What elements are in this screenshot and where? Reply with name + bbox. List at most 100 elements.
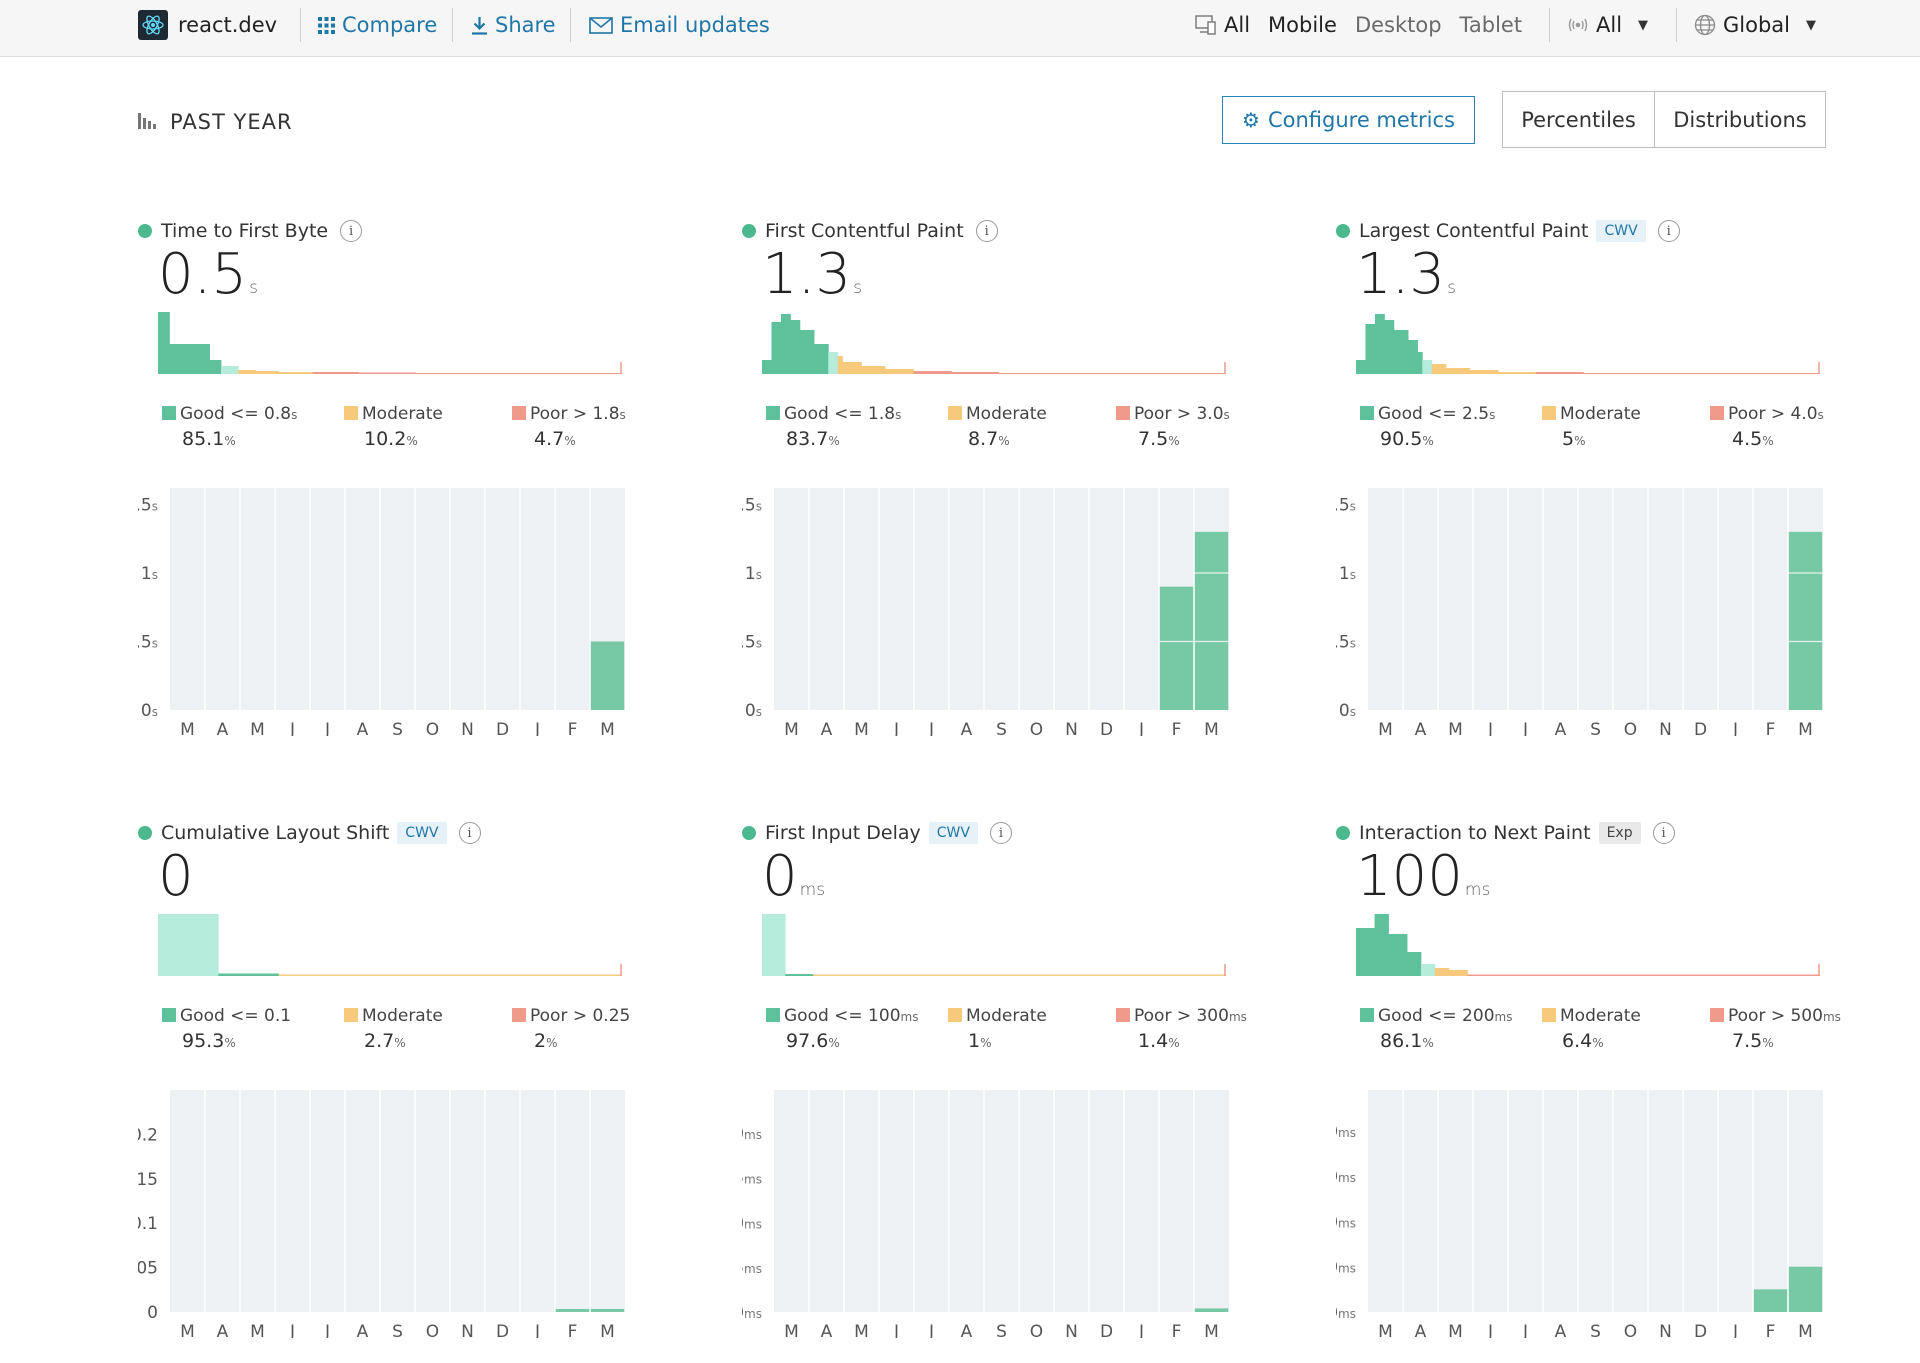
y-tick-label: 200ms xyxy=(1336,1212,1356,1232)
metric-title: First Input Delay xyxy=(765,822,921,844)
x-tick-label: D xyxy=(1100,720,1113,736)
x-tick-label: M xyxy=(784,720,799,736)
x-tick-label: S xyxy=(996,720,1007,736)
poor-unit: s xyxy=(1817,408,1824,422)
x-tick-label: A xyxy=(1415,1322,1427,1338)
x-tick-label: J xyxy=(1138,1322,1144,1338)
legend-moderate: Moderate 2.7% xyxy=(344,1006,443,1052)
site-name: react.dev xyxy=(178,13,278,37)
histogram-bin xyxy=(278,372,314,374)
moderate-percent-value: 8.7 xyxy=(968,428,999,450)
download-icon xyxy=(471,16,488,35)
info-icon[interactable]: i xyxy=(989,822,1012,844)
histogram-bin xyxy=(312,372,359,374)
x-tick-label: M xyxy=(180,1322,195,1338)
x-tick-label: S xyxy=(392,1322,403,1338)
moderate-percent-value: 2.7 xyxy=(364,1030,395,1052)
histogram-bin xyxy=(771,322,782,374)
percentiles-toggle[interactable]: Percentiles xyxy=(1502,91,1655,148)
metric-panel: Interaction to Next Paint Exp i 100 ms Go… xyxy=(1306,820,1920,1363)
moderate-percent-value: 6.4 xyxy=(1562,1030,1593,1052)
device-all[interactable]: All xyxy=(1224,13,1251,37)
device-tablet[interactable]: Tablet xyxy=(1459,13,1523,37)
metric-value: 1.3 s xyxy=(762,242,862,307)
region-dropdown[interactable]: Global ▼ xyxy=(1694,10,1816,40)
info-icon[interactable]: i xyxy=(1657,220,1680,242)
good-percent-value: 90.5 xyxy=(1380,428,1423,450)
moderate-percent: 2.7% xyxy=(364,1030,406,1052)
histogram-bin xyxy=(158,312,170,374)
trend-bar xyxy=(590,1309,625,1312)
x-tick-label: J xyxy=(928,720,934,736)
trend-chart: 1.5s 1s 0.5s 0s M A M J J A S O N D J F M xyxy=(1323,466,1920,740)
status-dot xyxy=(1336,826,1350,840)
info-icon[interactable]: i xyxy=(1652,822,1675,844)
histogram-bin xyxy=(1535,372,1584,374)
device-filter: All Mobile Desktop Tablet xyxy=(1195,10,1522,40)
histogram-bin xyxy=(780,314,791,374)
histogram-bin xyxy=(1407,952,1422,976)
info-icon[interactable]: i xyxy=(340,220,363,242)
moderate-percent: 6.4% xyxy=(1562,1030,1604,1052)
histogram-bin xyxy=(1356,360,1366,374)
good-label: Good <= 200 xyxy=(1378,1006,1495,1026)
poor-label: Poor > 4.0 xyxy=(1728,404,1818,424)
x-tick-label: O xyxy=(1030,720,1043,736)
distributions-toggle[interactable]: Distributions xyxy=(1654,91,1826,148)
share-button[interactable]: Share xyxy=(471,10,556,40)
x-tick-label: J xyxy=(289,1322,295,1338)
metric-value-unit: s xyxy=(853,278,862,298)
x-tick-label: N xyxy=(1065,720,1078,736)
compare-button[interactable]: Compare xyxy=(318,10,437,40)
x-tick-label: J xyxy=(893,1322,899,1338)
x-tick-label: S xyxy=(1590,1322,1601,1338)
poor-percent: 7.5% xyxy=(1138,428,1180,450)
metric-panel: First Contentful Paint i 1.3 s Good <= 1.… xyxy=(729,218,1342,778)
histogram-bin xyxy=(813,974,1227,976)
x-tick-label: O xyxy=(426,720,439,736)
moderate-swatch xyxy=(948,1008,962,1022)
poor-label: Poor > 3.0 xyxy=(1134,404,1224,424)
info-icon[interactable]: i xyxy=(975,220,998,242)
configure-metrics-button[interactable]: ⚙ Configure metrics xyxy=(1222,96,1475,144)
region-value: Global xyxy=(1723,13,1790,37)
x-tick-label: J xyxy=(1522,1322,1528,1338)
grid-icon xyxy=(318,16,335,34)
histogram-bin xyxy=(238,370,256,374)
legend-good: Good <= 0.1 95.3% xyxy=(162,1006,291,1052)
compare-label: Compare xyxy=(342,13,438,37)
x-tick-label: S xyxy=(392,720,403,736)
x-tick-label: M xyxy=(784,1322,799,1338)
histogram-bin xyxy=(828,352,839,374)
metric-title: Cumulative Layout Shift xyxy=(161,822,390,844)
poor-percent-value: 2 xyxy=(534,1030,547,1052)
metric-badge: Exp xyxy=(1598,822,1641,844)
email-updates-button[interactable]: Email updates xyxy=(589,10,770,40)
histogram-bin xyxy=(1448,970,1468,976)
x-tick-label: A xyxy=(961,720,973,736)
poor-percent-value: 7.5 xyxy=(1138,428,1169,450)
x-tick-label: F xyxy=(1172,720,1182,736)
y-tick-label: 0.5s xyxy=(1336,632,1356,652)
device-mobile[interactable]: Mobile xyxy=(1268,13,1337,37)
y-tick-label: 1.5s xyxy=(742,495,762,515)
site-selector[interactable]: react.dev xyxy=(138,10,277,40)
x-tick-label: N xyxy=(1659,720,1672,736)
info-icon[interactable]: i xyxy=(458,822,481,844)
x-tick-label: A xyxy=(217,720,229,736)
histogram-bin xyxy=(1374,314,1385,374)
x-tick-label: F xyxy=(568,1322,578,1338)
metric-title-row: First Contentful Paint i xyxy=(742,218,998,244)
connection-dropdown[interactable]: All ▼ xyxy=(1567,10,1648,40)
x-tick-label: J xyxy=(1487,720,1493,736)
poor-percent: 7.5% xyxy=(1732,1030,1774,1052)
poor-percent: 1.4% xyxy=(1138,1030,1180,1052)
x-tick-label: F xyxy=(568,720,578,736)
y-tick-label: 1s xyxy=(1339,564,1356,584)
poor-swatch xyxy=(512,1008,526,1022)
x-tick-label: D xyxy=(496,1322,509,1338)
x-tick-label: D xyxy=(1694,1322,1707,1338)
y-tick-label: 0.5s xyxy=(138,632,158,652)
histogram-bin xyxy=(762,914,786,976)
device-desktop[interactable]: Desktop xyxy=(1354,13,1442,37)
